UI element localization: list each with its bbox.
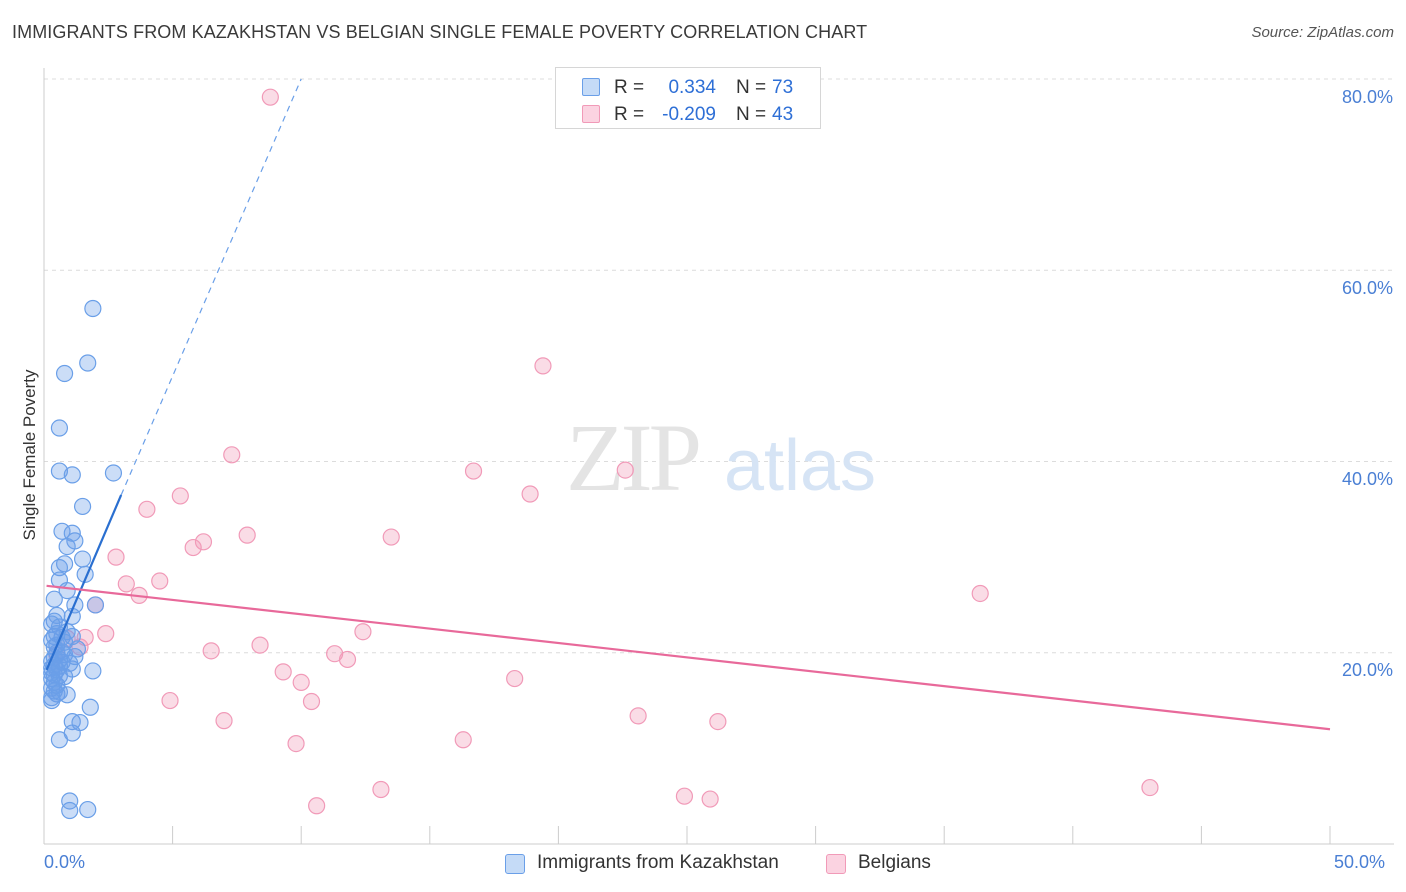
belgians-point — [223, 446, 241, 464]
belgians-point — [287, 734, 305, 753]
chart-title: IMMIGRANTS FROM KAZAKHSTAN VS BELGIAN SI… — [12, 22, 868, 42]
legend-swatch-pink — [582, 105, 600, 123]
kazakhstan-point — [73, 497, 92, 516]
belgians-point — [1141, 778, 1159, 797]
kazakhstan-point — [61, 792, 79, 810]
kazakhstan-trend-line — [45, 494, 123, 671]
belgians-point — [171, 487, 189, 505]
belgians-point — [372, 780, 390, 799]
x-tick-label-min: 0.0% — [44, 852, 86, 872]
y-tick-label-40: 40.0% — [1341, 469, 1393, 489]
y-tick-label-20: 20.0% — [1341, 660, 1393, 680]
legend-n-value: 43 — [772, 104, 794, 125]
watermark-atlas: atlas — [724, 426, 876, 506]
belgians-point — [184, 538, 202, 557]
kazakhstan-point — [104, 464, 123, 482]
belgians-point — [292, 673, 310, 691]
kazakhstan-point — [45, 590, 63, 608]
belgians-trend-line — [46, 584, 1331, 731]
belgians-point — [709, 712, 727, 731]
kazakhstan-point — [81, 698, 99, 716]
kazakhstan-point — [55, 364, 74, 383]
gridlines — [44, 78, 1394, 654]
kazakhstan-point — [58, 686, 76, 704]
chart-source: Source: ZipAtlas.com — [1251, 24, 1394, 41]
kazakhstan-point — [84, 299, 102, 318]
belgians-point — [616, 461, 634, 479]
kazakhstan-point — [50, 462, 69, 480]
legend-swatch-blue — [582, 78, 600, 96]
kazakhstan-point — [43, 691, 61, 710]
legend-r-value: 0.334 — [668, 77, 716, 98]
belgians-point — [506, 669, 524, 688]
belgians-point — [261, 88, 279, 106]
kazakhstan-point — [79, 354, 97, 372]
kazakhstan-point — [79, 800, 97, 819]
legend-n-label: N = — [736, 77, 767, 98]
kazakhstan-point — [66, 647, 84, 666]
belgians-point — [338, 650, 357, 669]
belgians-point — [107, 548, 125, 566]
kazakhstan-point — [55, 668, 74, 686]
belgians-point — [382, 528, 400, 546]
belgians-point — [302, 692, 321, 711]
watermark: ZIP atlas — [566, 404, 876, 511]
belgians-point — [971, 584, 989, 603]
kazakhstan-point — [61, 801, 79, 820]
belgians-point — [138, 500, 156, 518]
axes — [43, 68, 1394, 845]
legend-swatch-kazakhstan — [505, 854, 525, 874]
belgians-point — [534, 357, 552, 375]
kazakhstan-point — [45, 682, 63, 700]
legend-row-belgians: R = -0.209 N = 43 — [556, 101, 820, 127]
kazakhstan-point — [58, 538, 76, 556]
belgians-point — [194, 533, 213, 551]
belgians-point — [97, 625, 115, 643]
legend-r-label: R = — [614, 77, 645, 98]
x-tick-label-max: 50.0% — [1334, 852, 1386, 872]
belgians-point — [251, 636, 269, 654]
belgians-point — [274, 663, 292, 681]
belgians-point — [202, 642, 220, 660]
legend-row-kazakhstan: R = 0.334 N = 73 — [556, 74, 820, 100]
belgians-point — [521, 485, 539, 503]
belgians-point — [117, 575, 135, 593]
belgians-point — [675, 787, 694, 805]
legend-label-belgians: Belgians — [858, 852, 931, 873]
belgians-point — [215, 712, 233, 730]
kazakhstan-point — [53, 522, 71, 540]
kazakhstan-point — [50, 419, 69, 437]
belgians-point — [629, 707, 647, 725]
legend-n-value: 73 — [772, 77, 794, 98]
belgians-point — [464, 462, 483, 480]
correlation-legend: R = 0.334 N = 73 R = -0.209 N = 43 — [555, 67, 821, 129]
kazakhstan-point — [86, 596, 105, 614]
kazakhstan-point — [84, 662, 102, 680]
kazakhstan-point — [73, 550, 92, 568]
belgians-point — [238, 526, 256, 544]
belgians-points — [48, 88, 1159, 815]
kazakhstan-point — [50, 559, 69, 577]
legend-r-label: R = — [614, 104, 645, 125]
kazakhstan-trend-extension — [120, 78, 302, 496]
belgians-point — [454, 731, 472, 749]
belgians-point — [701, 790, 719, 808]
y-tick-label-80: 80.0% — [1341, 87, 1393, 107]
y-tick-label-60: 60.0% — [1341, 278, 1393, 298]
kazakhstan-point — [63, 466, 81, 484]
legend-n-label: N = — [736, 104, 767, 125]
legend-r-value: -0.209 — [662, 104, 716, 125]
trend-lines — [45, 78, 1331, 731]
watermark-zip: ZIP — [566, 404, 699, 511]
belgians-point — [354, 623, 372, 641]
kazakhstan-point — [50, 731, 69, 749]
belgians-point — [151, 572, 169, 590]
belgians-point — [161, 691, 179, 710]
legend-swatch-belgians — [826, 854, 846, 874]
belgians-point — [308, 797, 326, 815]
legend-label-kazakhstan: Immigrants from Kazakhstan — [537, 852, 779, 873]
